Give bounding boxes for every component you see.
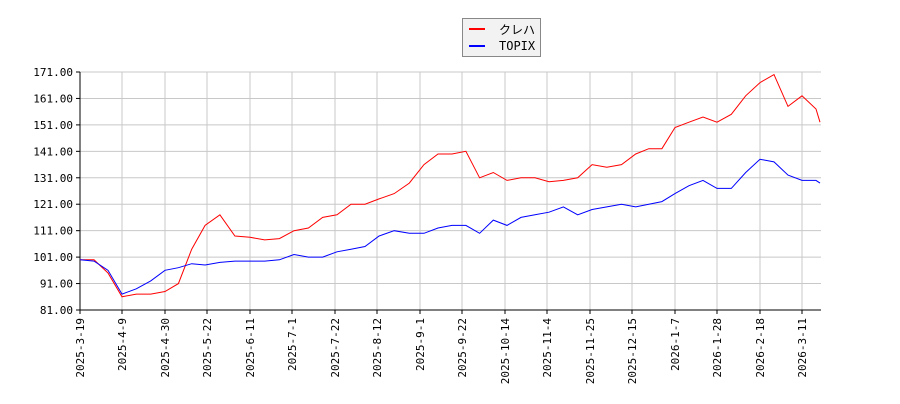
x-tick-label: 2026-2-18 bbox=[754, 318, 767, 378]
x-tick-label: 2025-10-14 bbox=[499, 318, 512, 385]
x-tick-label: 2025-4-9 bbox=[116, 318, 129, 371]
x-tick-label: 2025-9-1 bbox=[414, 318, 427, 371]
x-tick-label: 2026-1-7 bbox=[669, 318, 682, 371]
y-tick-label: 161.00 bbox=[33, 92, 73, 105]
series-line-kureha bbox=[80, 73, 821, 298]
y-tick-label: 101.00 bbox=[33, 251, 73, 264]
x-tick-label: 2025-11-25 bbox=[584, 318, 597, 384]
x-tick-label: 2025-7-1 bbox=[286, 318, 299, 371]
y-tick-label: 141.00 bbox=[33, 145, 73, 158]
axes: 81.00 91.00 101.00 111.00 121.00 131.00 141.00… bbox=[33, 66, 821, 384]
x-tick-label: 2025-3-19 bbox=[74, 318, 87, 378]
legend-swatch-red bbox=[469, 28, 485, 30]
legend-label: TOPIX bbox=[499, 39, 536, 53]
y-tick-label: 111.00 bbox=[33, 225, 73, 238]
legend-label: クレハ bbox=[499, 22, 536, 37]
grid bbox=[79, 71, 821, 311]
series-lines bbox=[79, 73, 821, 298]
series-line-topix bbox=[79, 158, 821, 295]
x-tick-label: 2025-12-15 bbox=[626, 318, 639, 384]
x-tick-label: 2025-9-22 bbox=[456, 318, 469, 378]
y-tick-label: 171.00 bbox=[33, 66, 73, 79]
x-tick-label: 2025-6-11 bbox=[244, 318, 257, 378]
legend-swatch-blue bbox=[469, 45, 485, 47]
y-tick-label: 151.00 bbox=[33, 119, 73, 132]
y-tick-label: 131.00 bbox=[33, 172, 73, 185]
x-tick-label: 2025-11-4 bbox=[541, 318, 554, 378]
y-tick-label: 91.00 bbox=[40, 278, 73, 291]
legend-item-kureha: クレハ bbox=[469, 21, 535, 37]
x-tick-label: 2025-7-22 bbox=[329, 318, 342, 378]
x-tick-label: 2025-8-12 bbox=[371, 318, 384, 378]
x-tick-label: 2025-4-30 bbox=[159, 318, 172, 378]
legend: クレハ TOPIX bbox=[462, 18, 541, 57]
x-tick-label: 2026-3-11 bbox=[796, 318, 809, 378]
y-tick-label: 81.00 bbox=[40, 304, 73, 317]
x-tick-label: 2026-1-28 bbox=[711, 318, 724, 378]
x-tick-label: 2025-5-22 bbox=[201, 318, 214, 378]
legend-item-topix: TOPIX bbox=[469, 38, 535, 54]
y-tick-label: 121.00 bbox=[33, 198, 73, 211]
